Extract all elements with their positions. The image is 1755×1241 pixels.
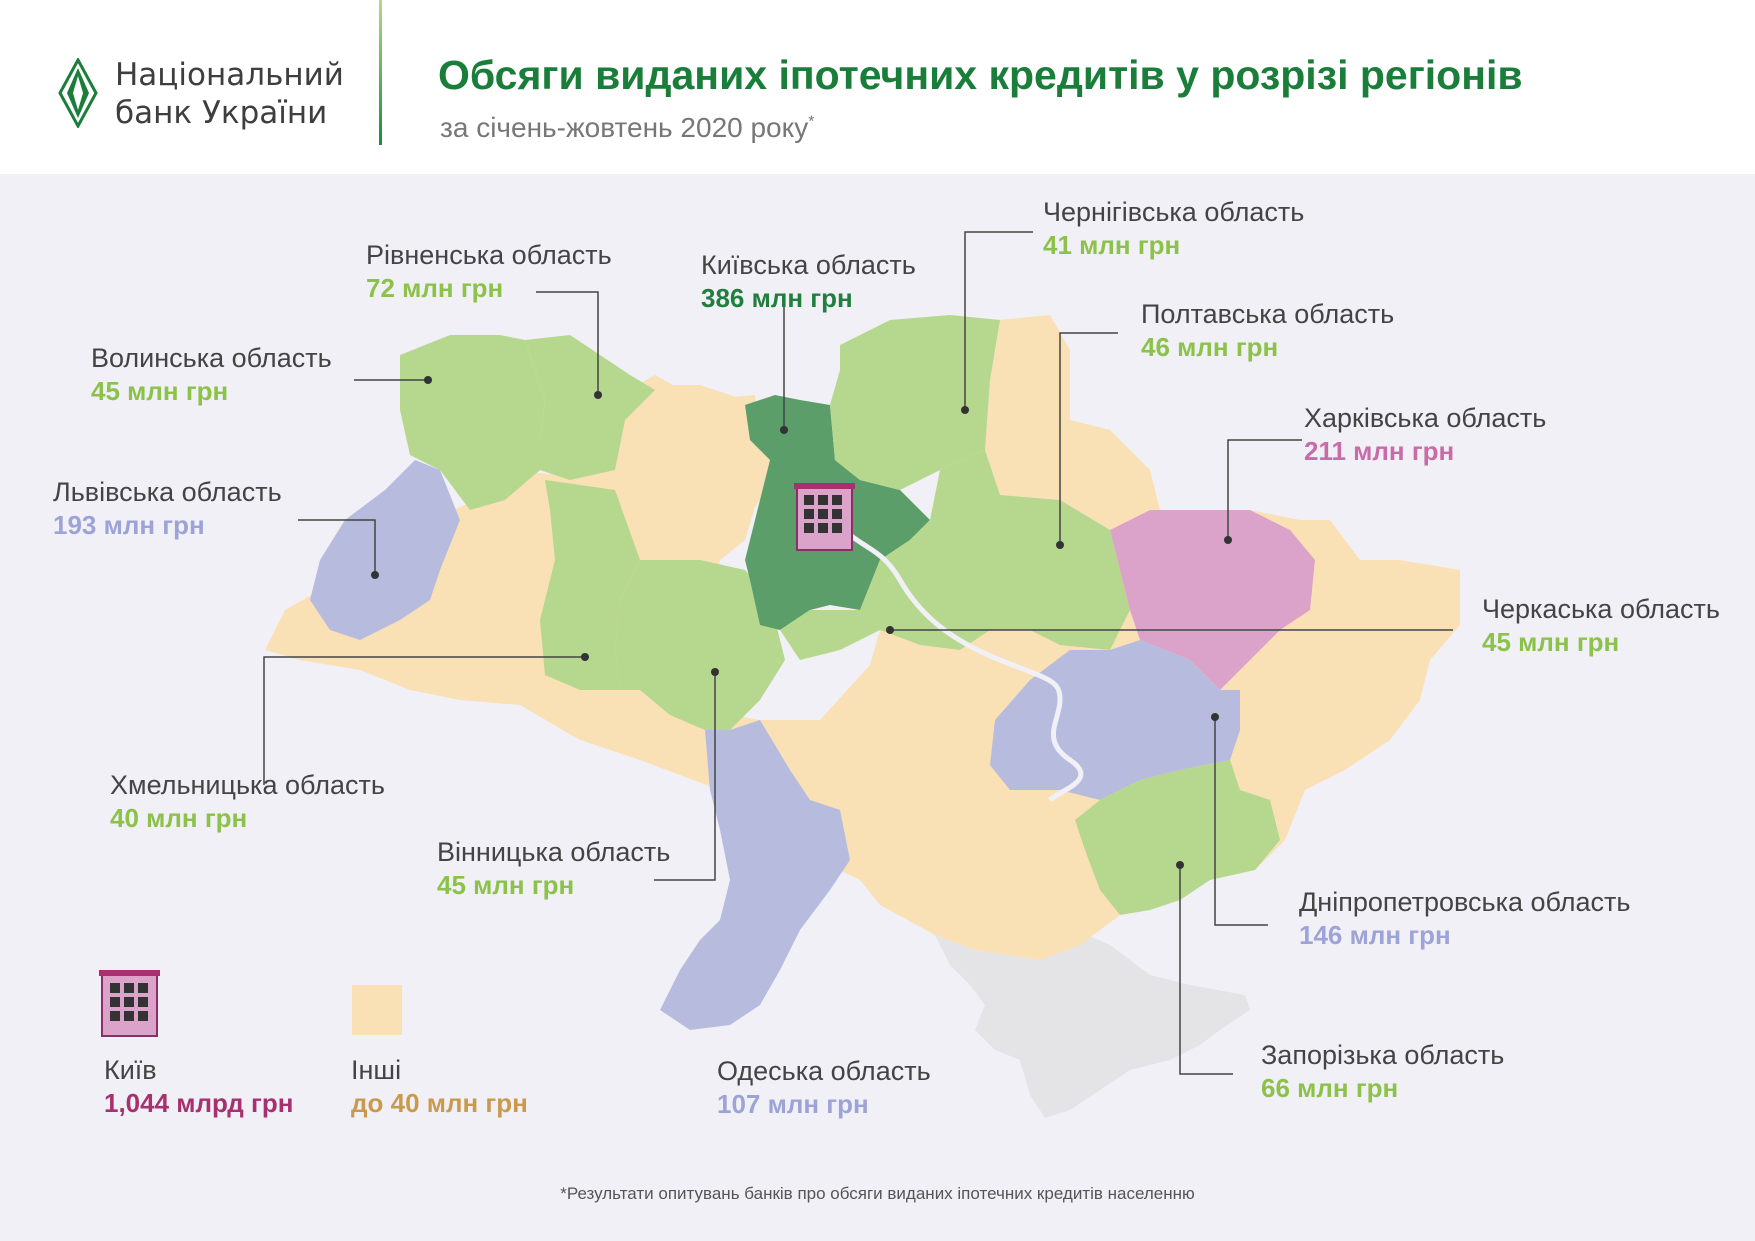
region-name: Запорізька область (1261, 1040, 1505, 1070)
label-dnipro: Дніпропетровська область 146 млн грн (1299, 886, 1631, 952)
region-name: Волинська область (91, 343, 332, 373)
page-subtitle: за січень-жовтень 2020 року* (440, 112, 814, 144)
label-odesa: Одеська область 107 млн грн (717, 1055, 931, 1121)
region-khmelnytskyi (540, 480, 640, 690)
bank-name-line1: Національний (115, 57, 344, 93)
region-value: 107 млн грн (717, 1089, 869, 1119)
region-value: 45 млн грн (91, 376, 229, 406)
label-lviv: Львівська область 193 млн грн (53, 476, 282, 542)
subtitle-text: за січень-жовтень 2020 року (440, 112, 809, 143)
legend-others-swatch (352, 985, 402, 1035)
bank-name: Національний банк України (115, 56, 344, 132)
region-zhytomyr (610, 375, 760, 565)
label-rivne: Рівненська область 72 млн грн (366, 239, 612, 305)
region-name: Вінницька область (437, 837, 671, 867)
region-name: Рівненська область (366, 240, 612, 270)
region-kharkiv (1110, 510, 1315, 690)
kyiv-city-icon (794, 483, 855, 551)
subtitle-footnote-mark: * (808, 113, 815, 131)
region-lviv (310, 460, 460, 640)
label-khmelnytskyi: Хмельницька область 40 млн грн (110, 769, 385, 835)
region-value: 386 млн грн (701, 283, 853, 313)
region-value: 40 млн грн (110, 803, 248, 833)
region-sumy (985, 315, 1160, 530)
footnote: *Результати опитувань банків про обсяги … (560, 1184, 1195, 1203)
legend-kyiv: Київ 1,044 млрд грн (104, 1054, 293, 1120)
leader-dots (371, 376, 1232, 869)
region-value: 41 млн грн (1043, 230, 1181, 260)
label-poltava: Полтавська область 46 млн грн (1141, 298, 1394, 364)
region-value: 45 млн грн (437, 870, 575, 900)
legend-others-label: Інші (351, 1055, 402, 1085)
label-zaporizhzhia: Запорізька область 66 млн грн (1261, 1039, 1504, 1105)
dnipro-river (833, 518, 1084, 802)
region-name: Чернігівська область (1043, 197, 1305, 227)
region-name: Київська область (701, 250, 916, 280)
legend-kyiv-value: 1,044 млрд грн (104, 1088, 294, 1118)
label-kharkiv: Харківська область 211 млн грн (1304, 402, 1546, 468)
header-divider (379, 0, 382, 145)
label-chernihiv: Чернігівська область 41 млн грн (1043, 196, 1304, 262)
region-name: Хмельницька область (110, 770, 385, 800)
region-vinnytsia (615, 560, 785, 730)
region-value: 146 млн грн (1299, 920, 1451, 950)
region-cherkasy-poltava (780, 450, 1130, 660)
region-name: Одеська область (717, 1056, 931, 1086)
region-value: 46 млн грн (1141, 332, 1279, 362)
header: Національний банк України Обсяги виданих… (0, 0, 1755, 174)
region-crimea (935, 930, 1250, 1118)
region-chernihiv (830, 315, 1000, 490)
nbu-logo-icon (58, 58, 98, 128)
region-odesa (660, 720, 850, 1030)
region-name: Черкаська область (1482, 594, 1720, 624)
page-title: Обсяги виданих іпотечних кредитів у розр… (438, 52, 1523, 98)
label-vinnytsia: Вінницька область 45 млн грн (437, 836, 670, 902)
region-value: 66 млн грн (1261, 1073, 1399, 1103)
region-zaporizhzhia (1075, 760, 1280, 915)
region-name: Львівська область (53, 477, 282, 507)
region-value: 72 млн грн (366, 273, 504, 303)
label-volyn: Волинська область 45 млн грн (91, 342, 332, 408)
bank-name-line2: банк України (115, 95, 328, 131)
region-name: Дніпропетровська область (1299, 887, 1631, 917)
region-rivne (525, 335, 655, 480)
region-volyn (400, 335, 545, 510)
legend-kyiv-label: Київ (104, 1055, 157, 1085)
legend-others: Інші до 40 млн грн (351, 1054, 528, 1120)
label-cherkasy: Черкаська область 45 млн грн (1482, 593, 1720, 659)
region-value: 211 млн грн (1304, 436, 1455, 466)
legend-kyiv-icon (99, 970, 160, 1037)
region-value: 193 млн грн (53, 510, 205, 540)
label-kyiv-oblast: Київська область 386 млн грн (701, 249, 916, 315)
legend-others-value: до 40 млн грн (351, 1088, 528, 1118)
region-value: 45 млн грн (1482, 627, 1620, 657)
region-name: Харківська область (1304, 403, 1547, 433)
leader-lines (263, 231, 1453, 1075)
region-name: Полтавська область (1141, 299, 1395, 329)
